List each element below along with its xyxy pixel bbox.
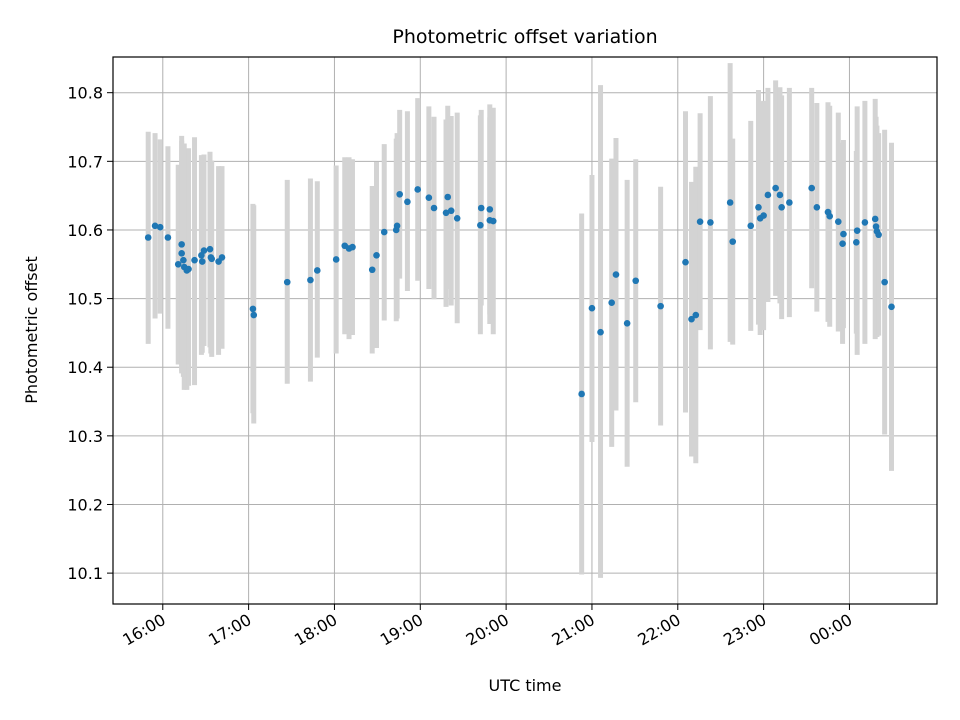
data-point [151, 222, 159, 230]
data-point [826, 212, 834, 220]
y-axis-label: Photometric offset [22, 256, 41, 404]
data-point [218, 254, 226, 261]
y-tick-label: 10.8 [67, 84, 103, 103]
data-point [875, 231, 882, 239]
data-point [772, 184, 779, 192]
data-points [144, 184, 895, 398]
data-point [453, 214, 461, 222]
y-tick-label: 10.2 [67, 495, 103, 514]
y-tick-label: 10.7 [67, 152, 103, 171]
data-point [726, 199, 734, 206]
data-point [755, 204, 762, 211]
data-point [578, 390, 585, 398]
chart-title: Photometric offset variation [392, 26, 657, 48]
data-point [206, 245, 214, 253]
data-point [632, 277, 640, 285]
data-point [250, 311, 258, 319]
data-point [881, 278, 888, 286]
data-point [313, 267, 321, 274]
data-point [808, 184, 815, 192]
data-point [191, 256, 198, 264]
data-point [174, 260, 182, 268]
data-point [834, 218, 842, 226]
data-point [489, 217, 497, 225]
data-point [178, 249, 185, 257]
data-point [760, 212, 767, 219]
data-point [414, 186, 422, 193]
y-tick-label: 10.1 [67, 564, 103, 583]
data-point [208, 255, 216, 263]
y-tick-label: 10.5 [67, 290, 103, 309]
y-tick-label: 10.3 [67, 427, 103, 446]
data-point [373, 252, 380, 259]
data-point [813, 204, 821, 211]
data-point [597, 328, 604, 336]
data-point [776, 191, 784, 199]
data-point [349, 243, 356, 251]
data-point [307, 276, 314, 284]
data-point [588, 304, 596, 312]
data-point [198, 258, 206, 265]
data-point [332, 256, 340, 263]
data-point [283, 278, 291, 286]
y-axis: 10.1 10.2 10.3 10.4 10.5 10.6 10.7 10.8 [67, 84, 113, 583]
data-point [380, 228, 388, 236]
data-point [657, 302, 664, 310]
data-point [871, 215, 879, 223]
data-point [486, 206, 494, 213]
data-point [707, 219, 714, 226]
data-point [404, 198, 411, 206]
data-point [888, 303, 895, 311]
data-point [442, 209, 450, 217]
data-point [447, 207, 455, 215]
data-point [249, 305, 257, 313]
data-point [853, 239, 860, 246]
data-point [623, 319, 631, 327]
data-point [393, 222, 401, 230]
data-point [180, 256, 187, 264]
data-point [853, 227, 861, 234]
data-point [185, 265, 192, 273]
data-point [861, 219, 869, 226]
data-point [729, 238, 737, 245]
data-point [425, 194, 433, 201]
data-point [608, 299, 615, 307]
data-point [696, 218, 704, 226]
x-axis-label: UTC time [489, 676, 562, 695]
data-point [778, 204, 785, 211]
data-point [477, 221, 484, 229]
data-point [430, 204, 438, 212]
data-point [692, 311, 700, 319]
data-point [444, 193, 452, 201]
data-point [164, 234, 172, 241]
data-point [612, 271, 620, 278]
data-point [682, 258, 689, 266]
plot-frame [112, 56, 938, 605]
data-point [477, 204, 485, 212]
data-point [156, 223, 164, 231]
data-point [747, 222, 755, 230]
data-point [178, 241, 185, 248]
data-point [786, 199, 793, 206]
data-point [840, 230, 847, 238]
data-point [368, 266, 376, 274]
y-tick-label: 10.4 [67, 358, 103, 377]
data-point [839, 240, 846, 247]
data-point [144, 234, 152, 241]
data-point [688, 315, 695, 323]
y-tick-label: 10.6 [67, 221, 103, 240]
data-point [200, 247, 208, 254]
data-point [396, 190, 403, 198]
data-point [764, 191, 772, 199]
